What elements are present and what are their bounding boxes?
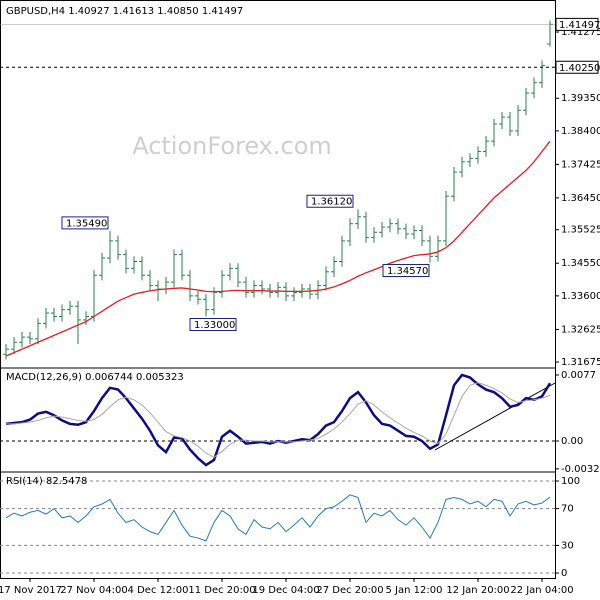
- x-tick-label: 17 Nov 2017: [0, 585, 62, 596]
- annotation-box: [61, 216, 109, 230]
- y-tick-label: 0.0077: [561, 370, 596, 381]
- y-tick-label: 0: [561, 568, 567, 579]
- y-tick-label: 1.31675: [561, 357, 600, 368]
- y-tick-label: 1.38400: [561, 126, 600, 137]
- y-tick-label: 0.00: [561, 436, 583, 447]
- x-tick-label: 27 Dec 20:00: [316, 585, 383, 596]
- y-tick-label: 1.37425: [561, 159, 600, 170]
- price-line-label: 1.40250: [559, 63, 600, 74]
- x-tick-label: 11 Dec 20:00: [188, 585, 255, 596]
- y-tick-label: 1.33600: [561, 291, 600, 302]
- y-tick-label: 70: [561, 504, 574, 515]
- annotation-label: 1.34570: [387, 266, 428, 277]
- y-tick-label: 1.35525: [561, 225, 600, 236]
- y-tick-label: 1.36450: [561, 193, 600, 204]
- y-tick-label: 1.34550: [561, 258, 600, 269]
- y-tick-label: 1.32625: [561, 324, 600, 335]
- panel-title: MACD(12,26,9) 0.006744 0.005323: [6, 372, 184, 383]
- watermark: ActionForex.com: [132, 132, 332, 160]
- x-tick-label: 4 Dec 12:00: [128, 585, 189, 596]
- series-line: [5, 494, 551, 542]
- annotation-label: 1.33000: [194, 320, 235, 331]
- annotation-box: [189, 317, 237, 331]
- y-tick-label: 1.41275: [561, 27, 600, 38]
- x-tick-label: 5 Jan 12:00: [386, 585, 443, 596]
- x-tick-label: 19 Dec 04:00: [252, 585, 319, 596]
- y-tick-label: 1.39350: [561, 93, 600, 104]
- annotation-label: 1.36120: [311, 197, 352, 208]
- y-tick-label: 30: [561, 540, 574, 551]
- current-price-label-box: [555, 17, 599, 31]
- y-tick-label: 100: [561, 476, 580, 487]
- x-tick-label: 12 Jan 20:00: [446, 585, 509, 596]
- moving-average: [5, 140, 551, 357]
- series-line: [6, 382, 551, 458]
- current-price-label: 1.41497: [559, 20, 600, 31]
- price-line-label-box: [555, 60, 599, 74]
- annotation-box: [306, 194, 354, 208]
- y-tick-label: -0.003249: [561, 464, 600, 475]
- frame: [0, 0, 556, 579]
- panel-title: RSI(14) 82.5478: [6, 476, 87, 487]
- panel-title: GBPUSD,H4 1.40927 1.41613 1.40850 1.4149…: [6, 6, 243, 17]
- x-tick-label: 27 Nov 04:00: [60, 585, 127, 596]
- x-tick-label: 22 Jan 04:00: [510, 585, 573, 596]
- annotation-label: 1.35490: [66, 218, 107, 229]
- annotation-box: [382, 264, 430, 278]
- trend-line: [434, 382, 556, 451]
- series-line: [5, 373, 552, 467]
